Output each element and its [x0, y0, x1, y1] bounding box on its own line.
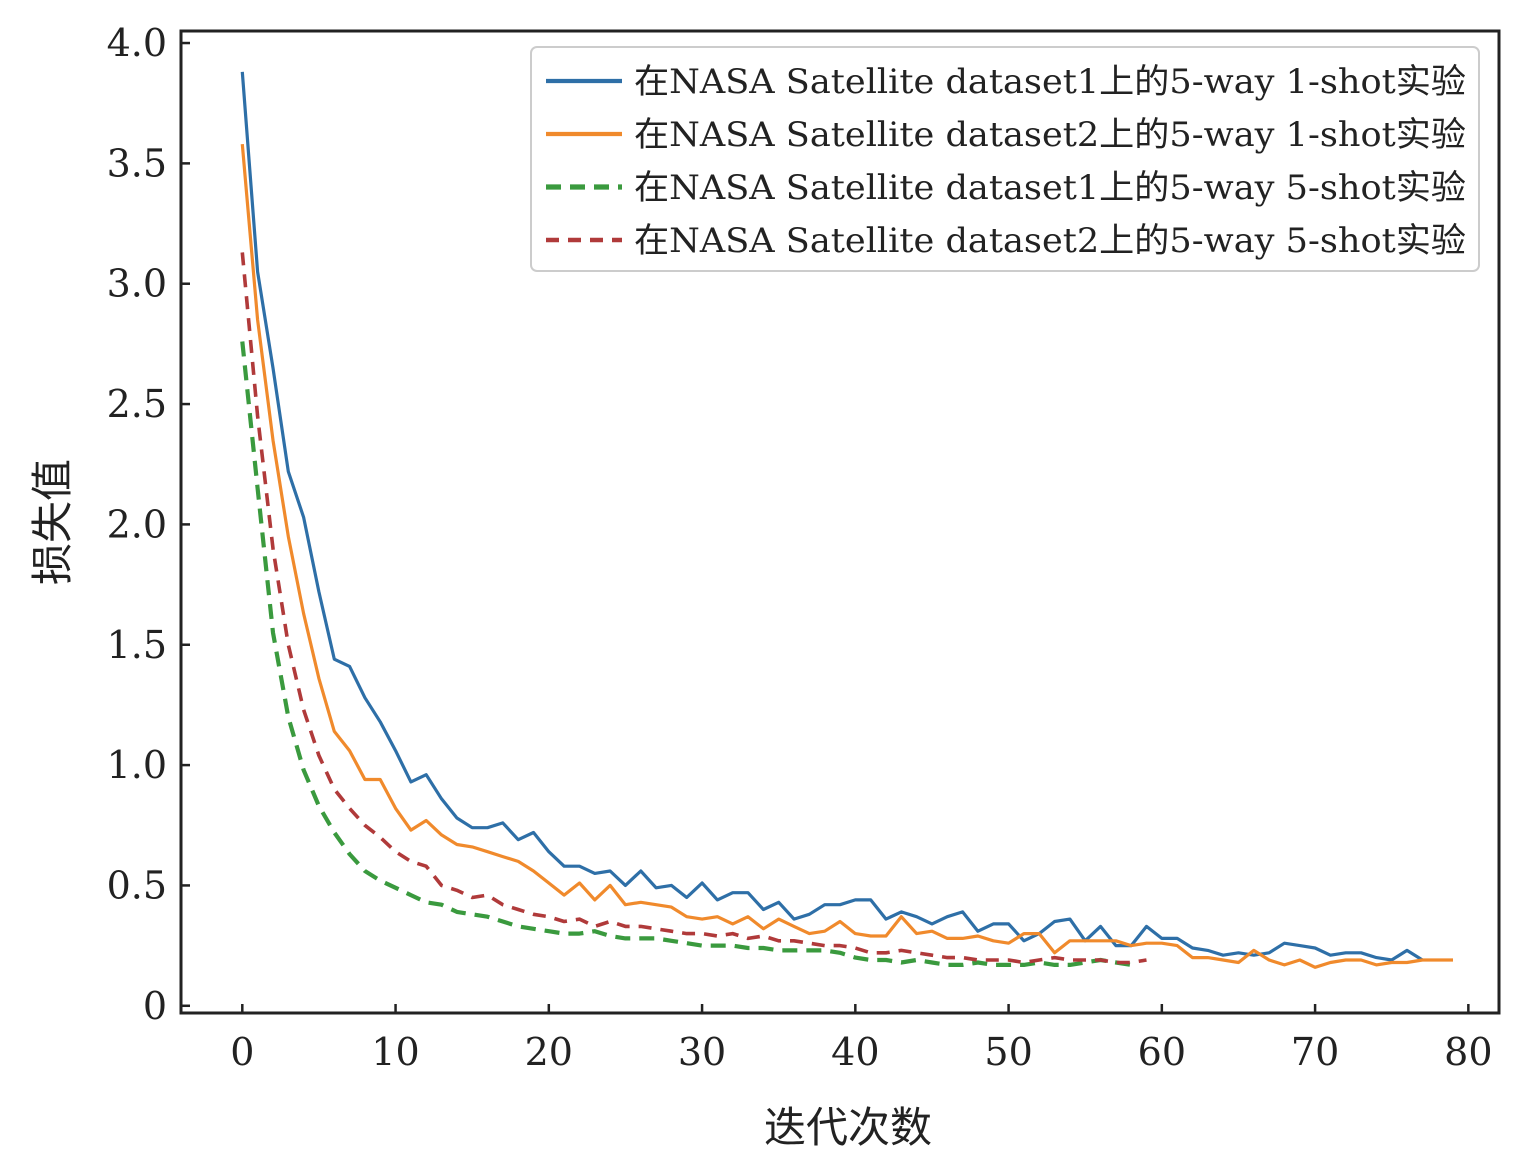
y-axis-label: 损失值 — [28, 459, 77, 585]
y-tick-label: 1.5 — [107, 623, 167, 667]
series-line-2 — [240, 143, 1453, 969]
x-tick-label: 80 — [1444, 1030, 1492, 1074]
series-lines — [240, 71, 1453, 969]
series-line-3 — [240, 341, 1132, 968]
axis-ticks: 0 10 20 30 40 50 60 70 80 0 0.5 1.0 1.5 2.0 2.5 3.0 3.5 4… — [107, 21, 1493, 1074]
legend-box — [530, 46, 1480, 272]
y-tick-label: 2.5 — [107, 382, 167, 426]
legend-label-4: 在NASA Satellite dataset2上的5-way 5-shot实验 — [634, 221, 1466, 261]
legend-label-3: 在NASA Satellite dataset1上的5-way 5-shot实验 — [634, 168, 1466, 208]
y-tick-label: 1.0 — [107, 743, 167, 787]
x-tick-label: 0 — [230, 1030, 254, 1074]
y-tick-label: 0 — [143, 984, 167, 1028]
y-tick-label: 2.0 — [107, 502, 167, 546]
x-tick-label: 50 — [984, 1030, 1032, 1074]
x-tick-label: 60 — [1138, 1030, 1186, 1074]
x-axis-label: 迭代次数 — [764, 1103, 932, 1152]
x-tick-label: 20 — [525, 1030, 573, 1074]
y-tick-label: 0.5 — [107, 863, 167, 907]
x-tick-label: 40 — [831, 1030, 879, 1074]
legend-label-1: 在NASA Satellite dataset1上的5-way 1-shot实验 — [634, 62, 1466, 102]
legend: 在NASA Satellite dataset1上的5-way 1-shot实验… — [530, 46, 1480, 272]
x-tick-label: 70 — [1291, 1030, 1339, 1074]
series-line-1 — [240, 71, 1424, 962]
x-tick-label: 10 — [371, 1030, 419, 1074]
x-tick-label: 30 — [678, 1030, 726, 1074]
legend-label-2: 在NASA Satellite dataset2上的5-way 1-shot实验 — [634, 115, 1466, 155]
y-tick-label: 4.0 — [107, 21, 167, 65]
y-tick-label: 3.0 — [107, 262, 167, 306]
y-tick-label: 3.5 — [107, 141, 167, 185]
plot-frame — [179, 29, 1501, 1015]
series-line-4 — [240, 252, 1147, 965]
